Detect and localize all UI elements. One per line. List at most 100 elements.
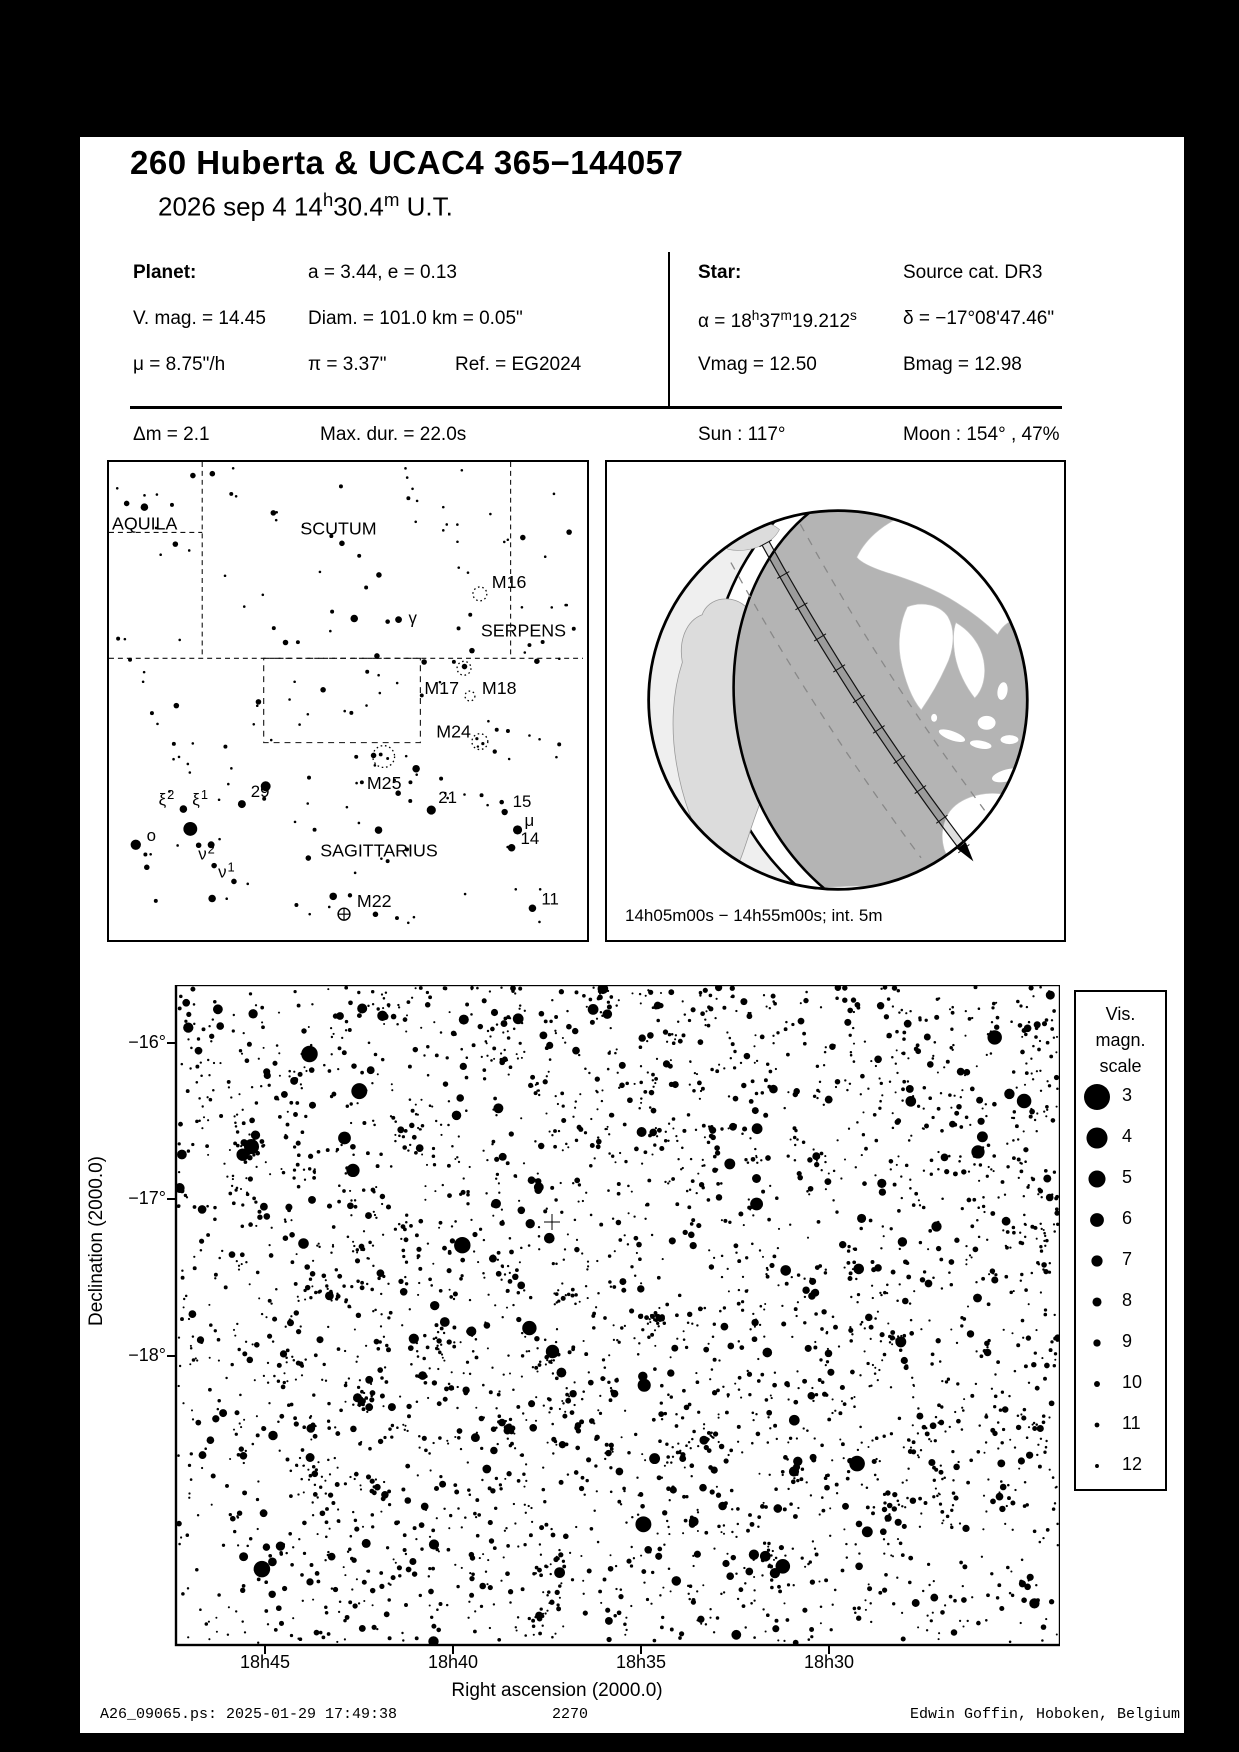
field-star bbox=[415, 499, 419, 503]
borneo-landmass bbox=[977, 715, 996, 730]
map-frame bbox=[174, 985, 1060, 1647]
field-star bbox=[156, 722, 159, 726]
field-star bbox=[123, 500, 130, 507]
field-star bbox=[406, 496, 411, 501]
messier-label: M18 bbox=[482, 678, 517, 698]
path-time-tick bbox=[935, 814, 948, 824]
constellation-label: SAGITTARIUS bbox=[320, 841, 438, 861]
field-star bbox=[538, 888, 542, 891]
minute-superscript: m bbox=[383, 189, 400, 210]
path-time-tick bbox=[777, 571, 790, 579]
field-star bbox=[445, 523, 449, 526]
deep-sky-object-symbol bbox=[472, 586, 488, 602]
field-star bbox=[446, 796, 449, 800]
planet-heading: Planet: bbox=[133, 262, 197, 283]
field-star bbox=[412, 915, 416, 919]
event-max-duration: Max. dur. = 22.0s bbox=[320, 424, 467, 445]
field-star bbox=[312, 827, 317, 832]
globe-outline bbox=[647, 509, 1029, 891]
legend-title-line: Vis. bbox=[1105, 1004, 1136, 1024]
field-star bbox=[534, 658, 540, 664]
field-star bbox=[178, 638, 181, 642]
field-star bbox=[294, 902, 299, 907]
named-star bbox=[507, 843, 516, 852]
field-star bbox=[190, 472, 196, 479]
field-star bbox=[172, 757, 175, 761]
field-star bbox=[274, 518, 278, 522]
legend-dot bbox=[1094, 1422, 1100, 1428]
field-star bbox=[380, 857, 383, 860]
ra-part: α = 18 bbox=[698, 310, 752, 332]
field-star bbox=[463, 892, 467, 896]
field-star bbox=[269, 738, 273, 742]
ra-part: 37 bbox=[759, 310, 781, 332]
hour-superscript: h bbox=[322, 189, 334, 210]
field-star bbox=[377, 673, 380, 677]
field-star bbox=[357, 553, 362, 558]
field-star bbox=[502, 540, 506, 544]
path-time-tick bbox=[872, 725, 885, 734]
x-tick-label: 18h35 bbox=[615, 1652, 667, 1672]
legend-title-line: scale bbox=[1099, 1056, 1142, 1076]
timor-landmass bbox=[1023, 749, 1028, 758]
star-label: ν1 bbox=[218, 860, 235, 882]
field-star bbox=[395, 790, 401, 796]
event-mag-drop: Δm = 2.1 bbox=[133, 424, 210, 445]
java-landmass bbox=[969, 740, 992, 749]
field-star bbox=[408, 798, 413, 803]
legend-magnitude-value: 6 bbox=[1122, 1208, 1133, 1228]
field-star bbox=[329, 892, 337, 901]
field-star bbox=[555, 755, 558, 759]
field-star bbox=[395, 681, 399, 685]
legend-dot bbox=[1086, 1127, 1108, 1149]
field-star bbox=[262, 796, 267, 801]
field-star bbox=[441, 505, 445, 509]
named-star bbox=[260, 781, 271, 792]
field-star bbox=[255, 704, 259, 708]
magnitude-legend: Vis. magn. scale 3 4 5 6 7 8 9 10 11 12 bbox=[1074, 990, 1167, 1491]
field-star bbox=[339, 540, 345, 547]
field-star bbox=[115, 486, 119, 490]
star-label: o bbox=[147, 826, 156, 845]
cluster-star bbox=[481, 742, 485, 746]
field-star bbox=[218, 837, 221, 841]
x-axis-title: Right ascension (2000.0) bbox=[451, 1680, 663, 1701]
field-star bbox=[365, 669, 370, 674]
legend-dot bbox=[1093, 1339, 1101, 1347]
named-star bbox=[237, 800, 246, 809]
field-star bbox=[293, 820, 297, 824]
legend-dot bbox=[1095, 1464, 1099, 1468]
field-star bbox=[405, 847, 409, 852]
field-star bbox=[571, 626, 576, 631]
field-star bbox=[168, 790, 171, 793]
named-star bbox=[499, 799, 504, 805]
globe-box: 14h05m00s − 14h55m00s; int. 5m bbox=[605, 460, 1066, 942]
field-star bbox=[406, 921, 410, 925]
field-star bbox=[329, 534, 334, 539]
messier-label: M16 bbox=[492, 572, 527, 592]
star-label: 29 bbox=[251, 782, 270, 801]
field-star bbox=[438, 680, 442, 684]
star-bmag: Bmag = 12.98 bbox=[903, 354, 1022, 375]
field-star bbox=[507, 757, 511, 761]
star-label: ξ2 bbox=[159, 787, 175, 809]
field-star bbox=[187, 549, 191, 552]
field-star bbox=[288, 698, 291, 701]
field-star bbox=[128, 657, 133, 662]
path-time-tick bbox=[759, 539, 772, 548]
messier-label: M22 bbox=[357, 891, 392, 911]
field-star bbox=[153, 898, 158, 903]
occultation-path-globe bbox=[647, 509, 1029, 891]
field-star bbox=[359, 780, 364, 785]
field-star bbox=[231, 466, 235, 470]
named-star bbox=[528, 904, 537, 913]
named-star bbox=[512, 825, 523, 835]
field-star bbox=[523, 651, 527, 654]
field-star bbox=[558, 657, 561, 661]
field-star bbox=[408, 780, 413, 785]
field-star bbox=[261, 593, 265, 597]
field-star bbox=[143, 494, 146, 497]
field-star bbox=[345, 805, 349, 809]
field-star bbox=[229, 491, 234, 496]
field-star bbox=[177, 755, 181, 759]
